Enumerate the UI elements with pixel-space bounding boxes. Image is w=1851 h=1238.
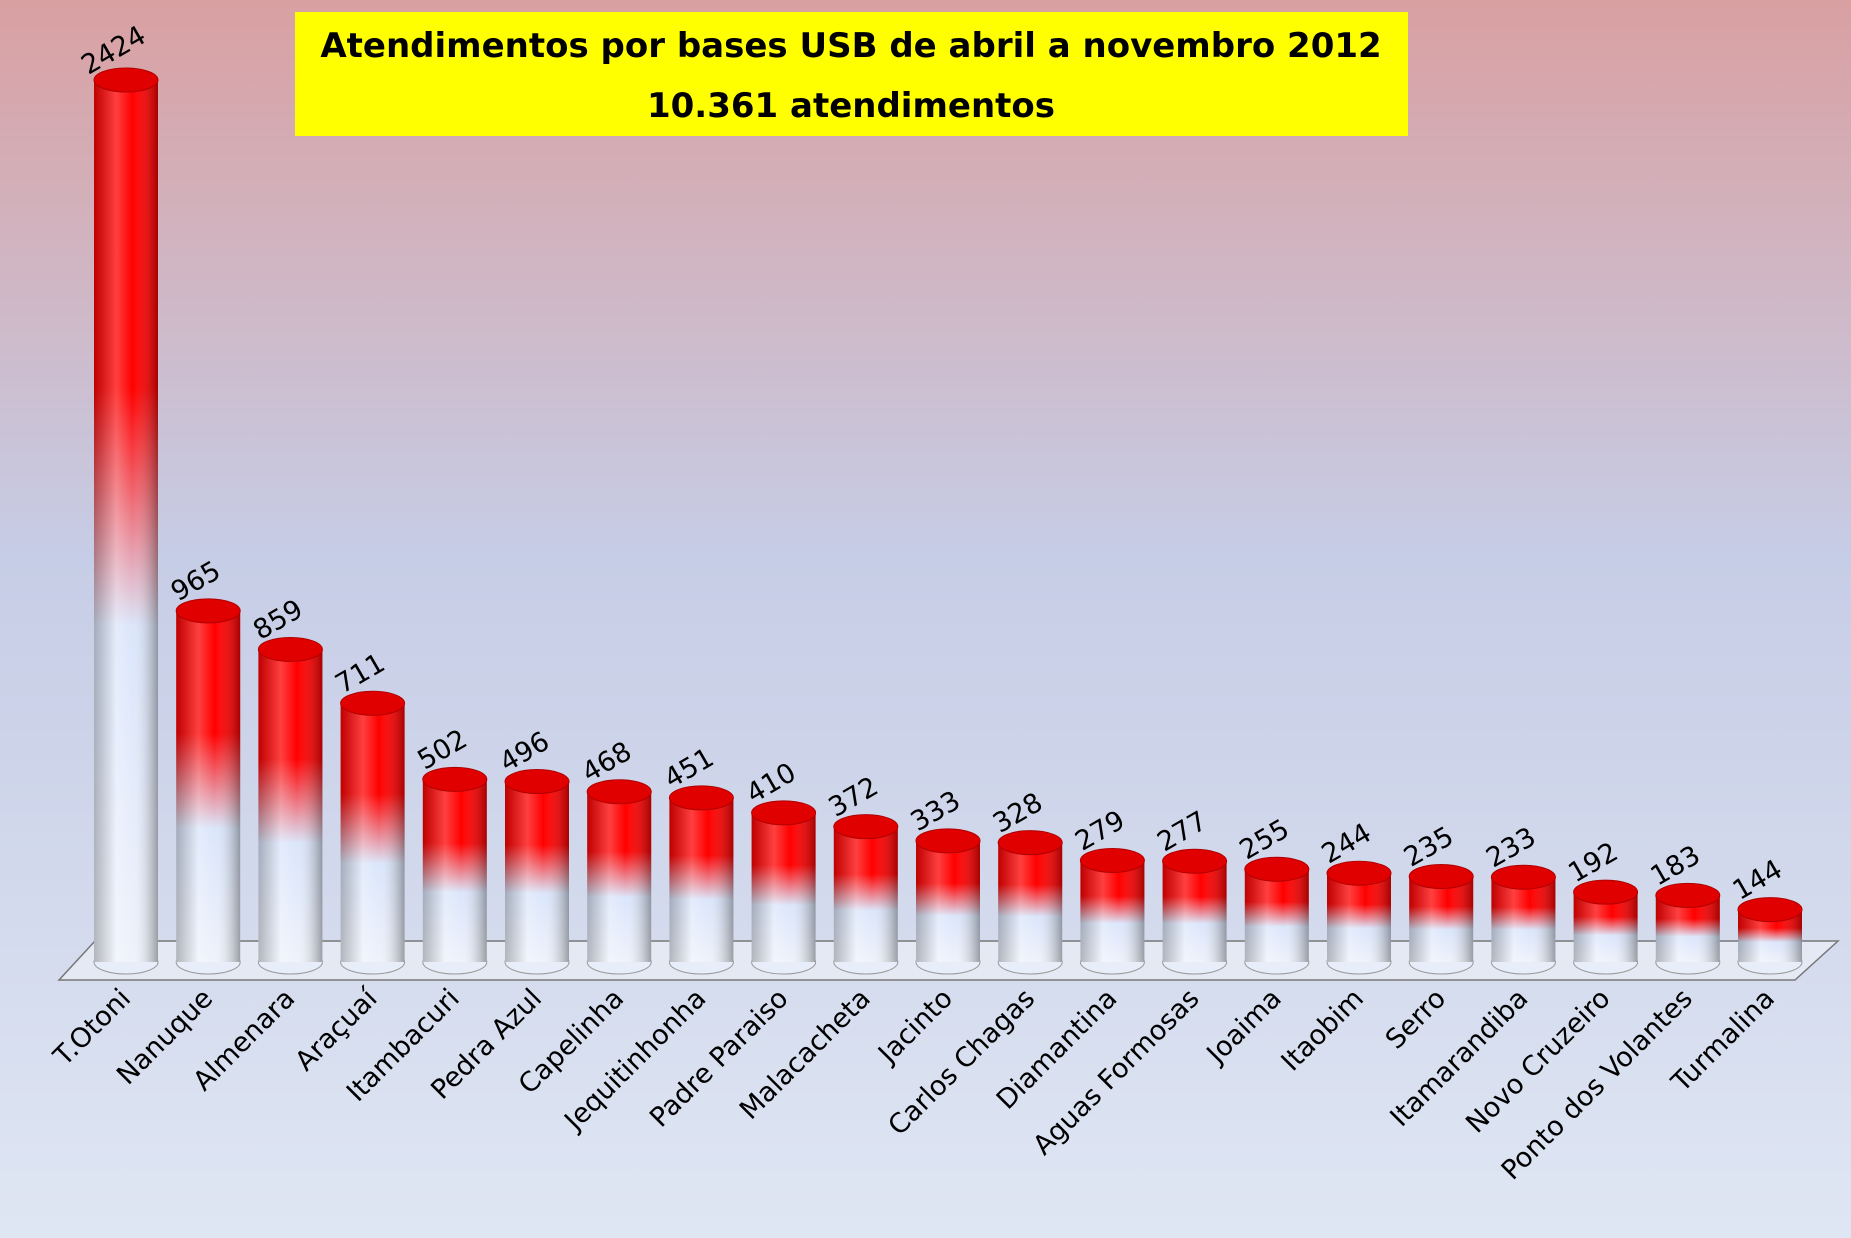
bar-top <box>751 800 817 826</box>
bar-shading <box>94 80 158 962</box>
bar-shading <box>258 649 323 962</box>
bar-shading <box>1491 877 1556 962</box>
bar-shading <box>1162 861 1227 962</box>
bar-top <box>1573 879 1639 905</box>
bar-top <box>257 636 323 662</box>
bar-top <box>93 67 159 93</box>
bar-shading <box>1409 876 1474 962</box>
bar-top <box>1244 856 1310 882</box>
bar-top <box>1162 848 1228 874</box>
bar-shading <box>1244 869 1309 962</box>
chart-title: Atendimentos por bases USB de abril a no… <box>320 26 1381 66</box>
bar-shading <box>1327 873 1391 962</box>
bar-top <box>504 769 570 795</box>
bar-shading <box>669 797 734 962</box>
bar-shading <box>176 610 241 962</box>
bar-shading <box>1080 860 1145 962</box>
bar-top <box>422 766 488 792</box>
bar-shading <box>587 791 652 962</box>
bar-top <box>915 828 981 854</box>
bar-top <box>1655 882 1721 908</box>
bar-shading <box>998 842 1063 962</box>
bar-shading <box>422 779 487 962</box>
bar-top <box>833 814 899 840</box>
title-box <box>295 12 1408 136</box>
bar-shading <box>340 703 405 962</box>
bar-shading <box>833 826 898 962</box>
bar-top <box>1408 863 1474 889</box>
bar-top <box>1490 864 1556 890</box>
bar-top <box>1079 847 1145 873</box>
bar-top <box>340 690 406 716</box>
bar-top <box>668 785 734 811</box>
bar-top <box>1326 860 1392 886</box>
bar-shading <box>505 781 569 962</box>
bar-top <box>586 779 652 805</box>
bar-shading <box>916 840 980 962</box>
bar-top <box>997 830 1063 856</box>
bar-shading <box>751 812 816 962</box>
bar-top <box>175 598 241 624</box>
bar-top <box>1737 897 1803 923</box>
chart-subtitle: 10.361 atendimentos <box>647 86 1055 126</box>
